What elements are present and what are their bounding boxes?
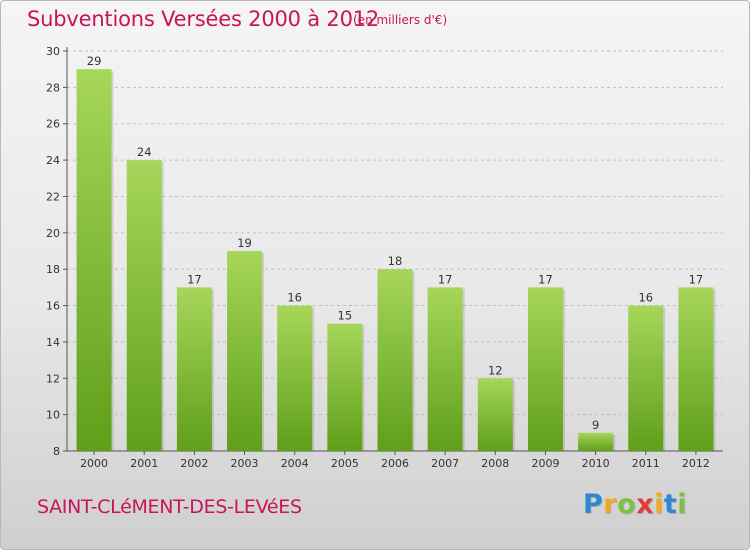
data-label: 24 xyxy=(137,145,152,159)
logo-letter: x xyxy=(636,489,655,520)
logo-letter: r xyxy=(603,489,618,520)
data-label: 17 xyxy=(438,272,453,286)
y-tick-labels: 8 10 12 14 16 18 20 22 24 26 28 30 xyxy=(46,45,60,458)
x-tick-label: 2000 xyxy=(80,457,108,470)
data-label: 12 xyxy=(488,363,503,377)
y-tick-label: 30 xyxy=(46,45,60,58)
bars xyxy=(76,69,716,451)
x-tick-label: 2012 xyxy=(682,457,710,470)
data-label: 9 xyxy=(592,418,599,432)
bar xyxy=(477,378,513,451)
y-tick-label: 28 xyxy=(46,81,60,94)
logo-letter: P xyxy=(583,489,604,520)
y-tick-label: 20 xyxy=(46,227,60,240)
chart-subtitle: (en milliers d'€) xyxy=(353,13,448,27)
data-label: 17 xyxy=(187,272,202,286)
logo-letter: i xyxy=(654,489,664,520)
x-tick-label: 2004 xyxy=(281,457,309,470)
data-labels: 29 24 17 19 16 15 18 17 12 17 9 16 17 xyxy=(87,54,703,432)
data-label: 17 xyxy=(538,272,553,286)
bar xyxy=(377,269,413,451)
x-tick-label: 2010 xyxy=(582,457,610,470)
y-tick-label: 22 xyxy=(46,190,60,203)
logo-letter: i xyxy=(677,489,688,520)
x-tick-label: 2008 xyxy=(481,457,509,470)
data-label: 17 xyxy=(689,272,704,286)
x-tick-label: 2011 xyxy=(632,457,660,470)
x-tick-label: 2006 xyxy=(381,457,409,470)
bar xyxy=(628,305,664,451)
data-label: 18 xyxy=(388,254,403,268)
bar xyxy=(227,251,263,451)
x-tick-label: 2007 xyxy=(431,457,459,470)
y-tick-label: 10 xyxy=(46,409,60,422)
y-tick-label: 16 xyxy=(46,300,60,313)
chart-title: Subventions Versées 2000 à 2012 xyxy=(27,7,380,31)
x-tick-label: 2003 xyxy=(231,457,259,470)
data-label: 16 xyxy=(287,291,302,305)
x-tick-label: 2001 xyxy=(130,457,158,470)
bar xyxy=(76,69,112,451)
logo-letter: t xyxy=(663,489,678,520)
x-tick-label: 2002 xyxy=(180,457,208,470)
proxiti-logo[interactable]: Proxiti xyxy=(583,489,687,520)
y-tick-label: 18 xyxy=(46,263,60,276)
grid-lines xyxy=(67,50,723,416)
bar xyxy=(277,305,313,451)
bar xyxy=(527,287,563,451)
bar xyxy=(327,323,363,451)
y-tick-label: 26 xyxy=(46,118,60,131)
y-tick-label: 12 xyxy=(46,372,60,385)
x-tick-label: 2005 xyxy=(331,457,359,470)
x-tick-labels: 2000 2001 2002 2003 2004 2005 2006 2007 2008 2009… xyxy=(80,457,710,470)
x-tick-label: 2009 xyxy=(531,457,559,470)
bar xyxy=(126,160,162,451)
y-tick-label: 24 xyxy=(46,154,60,167)
bar-chart: 29 24 17 19 16 15 18 17 12 17 9 16 17 8 10 12 14 16 18 20 2… xyxy=(46,45,723,470)
bar xyxy=(578,432,614,451)
logo-letter: o xyxy=(617,489,637,520)
commune-name: SAINT-CLéMENT-DES-LEVéES xyxy=(37,496,302,518)
y-tick-label: 14 xyxy=(46,336,60,349)
bar xyxy=(427,287,463,451)
data-label: 29 xyxy=(87,54,102,68)
data-label: 19 xyxy=(237,236,252,250)
bar xyxy=(176,287,212,451)
data-label: 15 xyxy=(338,309,353,323)
bar xyxy=(678,287,714,451)
data-label: 16 xyxy=(638,291,653,305)
y-tick-label: 8 xyxy=(53,445,60,458)
